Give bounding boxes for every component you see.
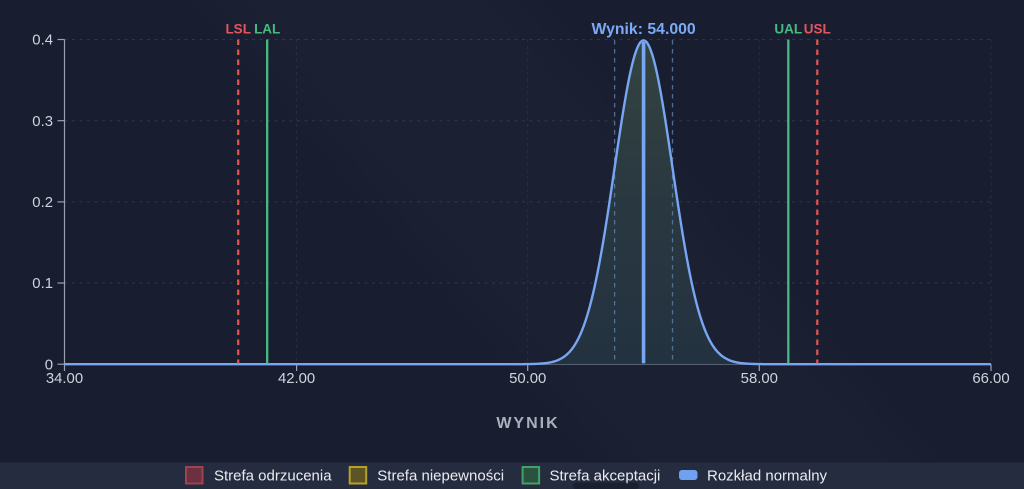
svg-text:0.1: 0.1 [32, 276, 53, 292]
svg-text:66.00: 66.00 [972, 371, 1009, 387]
svg-text:0.3: 0.3 [32, 114, 53, 130]
svg-text:34.00: 34.00 [46, 371, 83, 387]
svg-text:42.00: 42.00 [278, 371, 315, 387]
svg-text:0.2: 0.2 [32, 195, 53, 211]
svg-text:Rozkład normalny: Rozkład normalny [707, 467, 828, 484]
svg-text:USL: USL [804, 22, 831, 37]
svg-text:UAL: UAL [774, 22, 802, 37]
svg-text:Strefa niepewności: Strefa niepewności [377, 467, 504, 484]
svg-text:LAL: LAL [254, 22, 280, 37]
svg-text:0.4: 0.4 [32, 33, 53, 49]
svg-text:50.00: 50.00 [509, 371, 546, 387]
svg-text:Strefa akceptacji: Strefa akceptacji [550, 467, 661, 484]
svg-text:Strefa odrzucenia: Strefa odrzucenia [214, 467, 332, 484]
svg-text:0: 0 [45, 357, 53, 373]
svg-text:Wynik: 54.000: Wynik: 54.000 [591, 21, 695, 38]
svg-text:WYNIK: WYNIK [496, 415, 559, 432]
svg-text:LSL: LSL [225, 22, 251, 37]
svg-text:58.00: 58.00 [741, 371, 778, 387]
